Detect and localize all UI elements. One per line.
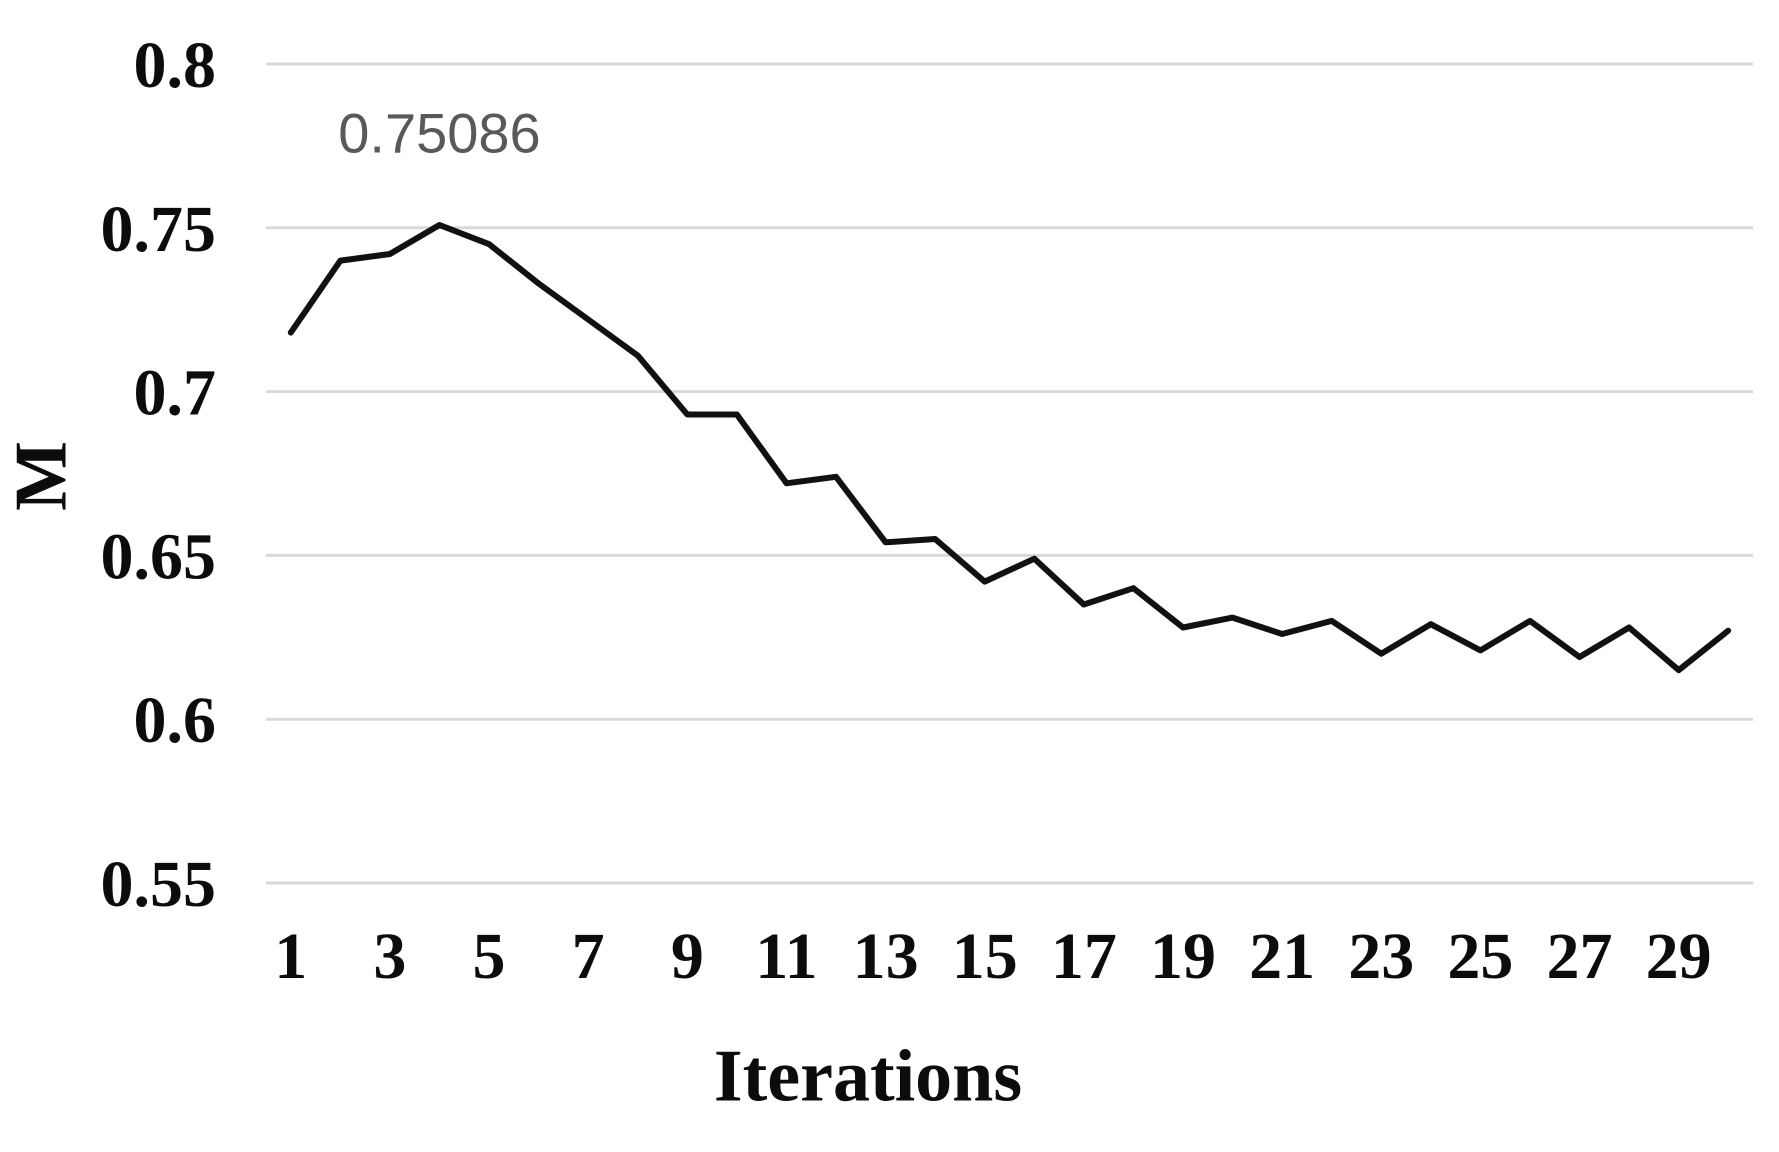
x-tick-label: 17 [1051, 920, 1117, 993]
x-tick-label: 13 [853, 920, 919, 993]
x-tick-label: 7 [572, 920, 605, 993]
x-tick-label: 1 [274, 920, 307, 993]
x-tick-label: 11 [755, 920, 817, 993]
x-tick-label: 19 [1150, 920, 1216, 993]
series-line [287, 222, 1732, 674]
x-tick-label: 5 [473, 920, 506, 993]
y-tick-label: 0.7 [134, 357, 217, 430]
peak-value-label: 0.75086 [338, 101, 541, 165]
x-tick-label: 21 [1249, 920, 1315, 993]
x-tick-label: 29 [1646, 920, 1712, 993]
x-tick-label: 9 [671, 920, 704, 993]
x-tick-label: 25 [1447, 920, 1513, 993]
y-axis-title: M [0, 440, 83, 511]
x-axis-title: Iterations [713, 1035, 1023, 1118]
x-tick-label: 23 [1348, 920, 1414, 993]
x-tick-label: 15 [952, 920, 1018, 993]
y-tick-label: 0.65 [101, 520, 217, 593]
x-tick-label: 27 [1547, 920, 1613, 993]
x-tick-label: 3 [373, 920, 406, 993]
y-tick-label: 0.75 [101, 193, 217, 266]
y-tick-label: 0.8 [134, 29, 217, 102]
y-tick-label: 0.55 [101, 848, 217, 921]
y-tick-label: 0.6 [134, 684, 217, 757]
